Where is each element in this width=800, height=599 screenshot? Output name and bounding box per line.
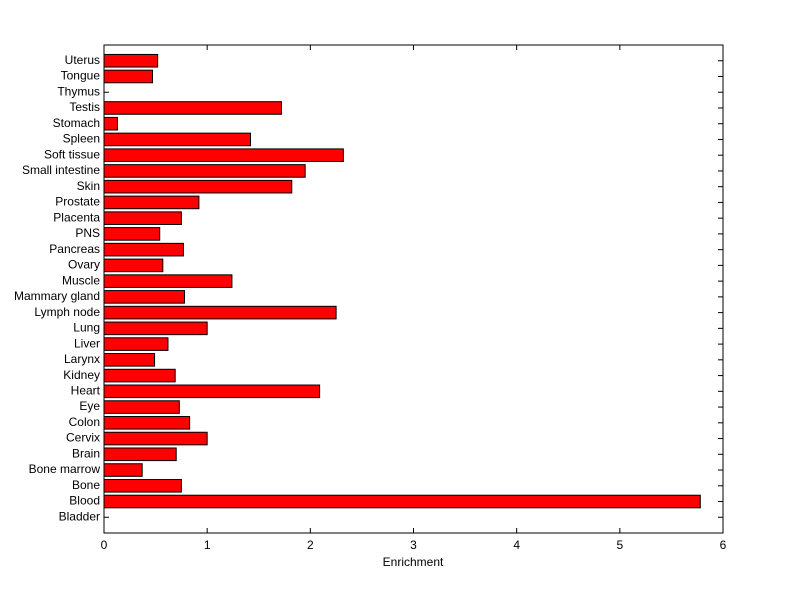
y-tick-label: Lymph node (34, 305, 100, 319)
bar (103, 463, 143, 477)
bar (103, 227, 161, 241)
y-tick-label: Skin (77, 179, 100, 193)
bar (103, 400, 180, 414)
bar (103, 53, 159, 68)
y-tick-label: Liver (74, 336, 100, 350)
bar (103, 447, 177, 462)
y-tick-label: Ovary (68, 258, 100, 272)
y-tick-label: Prostate (55, 195, 100, 209)
bar (103, 179, 293, 194)
y-tick-label: PNS (75, 226, 100, 240)
bar (103, 478, 182, 493)
bar (103, 337, 169, 351)
y-tick-label: Spleen (63, 132, 100, 146)
x-tick-label: 6 (720, 538, 727, 552)
y-tick-label: Mammary gland (14, 289, 100, 303)
bar (103, 69, 153, 84)
bar (103, 290, 185, 304)
bar (103, 116, 118, 131)
y-tick-label: Pancreas (49, 242, 100, 256)
x-tick-label: 4 (513, 538, 520, 552)
y-tick-label: Colon (69, 415, 100, 429)
y-tick-label: Tongue (61, 69, 101, 83)
y-tick-label: Stomach (53, 116, 100, 130)
bar (103, 164, 306, 178)
bar (103, 101, 282, 115)
x-tick-label: 0 (101, 538, 108, 552)
bar (103, 274, 233, 288)
y-tick-label: Heart (71, 383, 101, 397)
bar (103, 148, 344, 162)
bar (103, 353, 156, 367)
x-tick-label: 3 (410, 538, 417, 552)
bar (103, 431, 208, 446)
y-tick-label: Soft tissue (44, 147, 100, 161)
y-tick-label: Muscle (62, 273, 100, 287)
x-tick-label: 5 (616, 538, 623, 552)
y-tick-label: Small intestine (22, 163, 100, 177)
y-tick-label: Cervix (66, 431, 100, 445)
y-tick-label: Blood (69, 494, 100, 508)
bar (103, 258, 164, 273)
y-tick-label: Eye (79, 399, 100, 413)
bar (103, 242, 184, 257)
bar (103, 132, 251, 147)
x-tick-label: 2 (307, 538, 314, 552)
bar (103, 305, 337, 320)
y-tick-label: Placenta (53, 210, 100, 224)
bar (103, 384, 321, 399)
bar (103, 211, 182, 225)
bar (103, 416, 191, 430)
bar (103, 494, 701, 509)
bar (103, 368, 176, 383)
y-tick-label: Brain (72, 446, 100, 460)
bar (103, 321, 208, 336)
y-tick-label: Bone marrow (29, 462, 101, 476)
y-tick-label: Uterus (65, 53, 100, 67)
y-tick-label: Larynx (64, 352, 100, 366)
y-tick-label: Testis (69, 100, 100, 114)
bar (103, 195, 200, 210)
y-tick-label: Lung (73, 321, 100, 335)
y-tick-label: Kidney (63, 368, 100, 382)
x-tick-label: 1 (204, 538, 211, 552)
plot-frame (103, 44, 724, 534)
x-axis-label: Enrichment (383, 555, 444, 569)
y-tick-label: Bone (72, 478, 100, 492)
y-tick-label: Bladder (59, 509, 100, 523)
y-tick-label: Thymus (57, 84, 100, 98)
